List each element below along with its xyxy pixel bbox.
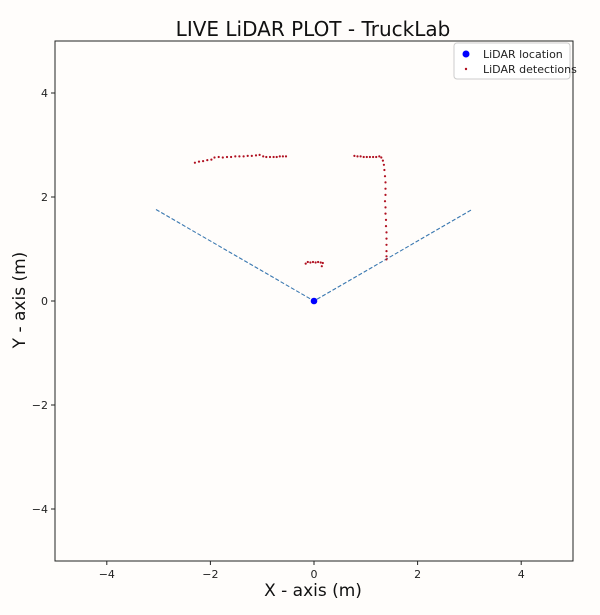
lidar-detection-point — [250, 154, 253, 157]
lidar-location-point — [310, 297, 318, 305]
lidar-detection-point — [238, 155, 241, 158]
legend: LiDAR location LiDAR detections — [453, 42, 577, 80]
y-tick-label: −2 — [32, 399, 48, 412]
lidar-detection-point — [385, 237, 388, 240]
lidar-detection-point — [268, 155, 272, 159]
lidar-detection-point — [275, 155, 278, 159]
y-tick-label: 2 — [41, 191, 48, 204]
lidar-detection-point — [278, 155, 281, 158]
x-tick-label: −2 — [202, 568, 218, 581]
lidar-detection-point — [385, 255, 388, 258]
lidar-detection-point — [234, 155, 237, 158]
lidar-detection-point — [381, 159, 384, 162]
lidar-detection-point — [375, 155, 378, 159]
lidar-detection-point — [265, 155, 268, 159]
lidar-detection-point — [362, 155, 365, 159]
lidar-detection-point — [225, 155, 229, 159]
lidar-detection-point — [385, 258, 388, 261]
lidar-detection-point — [319, 261, 322, 264]
lidar-detection-point — [385, 243, 388, 246]
lidar-detection-point — [262, 155, 265, 158]
lidar-detection-point — [383, 175, 387, 178]
x-tick-label: 0 — [311, 568, 318, 581]
y-tick-label: 0 — [41, 295, 48, 308]
lidar-detection-point — [309, 261, 312, 264]
lidar-detection-point — [213, 156, 216, 159]
lidar-detection-point — [383, 200, 387, 203]
lidar-detection-point — [311, 260, 315, 264]
lidar-detection-point — [380, 156, 383, 159]
lidar-detection-point — [359, 155, 362, 158]
lidar-detection-point — [210, 158, 213, 161]
lidar-detection-point — [281, 155, 284, 158]
lidar-detection-point — [193, 161, 196, 164]
lidar-detection-point — [372, 155, 375, 159]
lidar-detection-point — [320, 265, 323, 268]
lidar-detection-point — [258, 153, 261, 156]
lidar-detection-point — [254, 154, 258, 157]
lidar-detection-point — [246, 154, 249, 157]
y-axis-ticks: −4 −2 0 2 4 — [32, 87, 55, 516]
lidar-detection-point — [206, 159, 209, 162]
lidar-detection-point — [383, 168, 386, 172]
lidar-detection-point — [378, 155, 381, 158]
lidar-detection-point — [384, 225, 388, 228]
chart-title: LIVE LiDAR PLOT - TruckLab — [176, 17, 451, 41]
lidar-detection-point — [272, 155, 275, 159]
lidar-detection-point — [314, 261, 317, 264]
x-axis-ticks: −4 −2 0 2 4 — [99, 561, 525, 581]
lidar-detection-point — [365, 155, 368, 159]
lidar-detection-point — [321, 261, 324, 265]
lidar-detection-point — [284, 155, 288, 158]
lidar-detection-point — [317, 260, 320, 264]
lidar-detection-point — [368, 155, 371, 159]
y-axis-label: Y - axis (m) — [10, 252, 30, 350]
legend-marker-lidar-location — [462, 50, 470, 58]
lidar-detection-point — [385, 250, 388, 253]
lidar-detection-point — [384, 193, 387, 196]
lidar-detection-point — [221, 156, 224, 159]
y-tick-label: 4 — [41, 87, 48, 100]
lidar-detection-point — [242, 155, 245, 158]
lidar-detection-point — [382, 163, 385, 166]
legend-marker-lidar-detections — [464, 67, 468, 71]
lidar-detection-point — [384, 212, 387, 215]
legend-label-lidar-location: LiDAR location — [483, 48, 563, 61]
lidar-detection-point — [384, 187, 387, 190]
legend-box — [453, 42, 571, 80]
y-tick-label: −4 — [32, 503, 48, 516]
lidar-detection-point — [197, 160, 201, 163]
lidar-detection-point — [384, 218, 388, 221]
lidar-detection-point — [217, 155, 220, 159]
lidar-detection-point — [384, 181, 387, 184]
lidar-detection-point — [353, 154, 356, 157]
lidar-detection-point — [356, 155, 359, 158]
x-tick-label: −4 — [99, 568, 115, 581]
x-axis-label: X - axis (m) — [264, 581, 362, 601]
lidar-detection-point — [384, 206, 387, 209]
x-tick-label: 2 — [414, 568, 421, 581]
points-layer — [193, 153, 388, 305]
lidar-detection-point — [202, 160, 205, 163]
lidar-detection-point — [385, 231, 388, 234]
lidar-detection-point — [306, 260, 309, 264]
x-tick-label: 4 — [518, 568, 525, 581]
lidar-detection-point — [230, 155, 233, 159]
legend-label-lidar-detections: LiDAR detections — [483, 63, 577, 76]
lidar-detection-point — [304, 262, 307, 265]
